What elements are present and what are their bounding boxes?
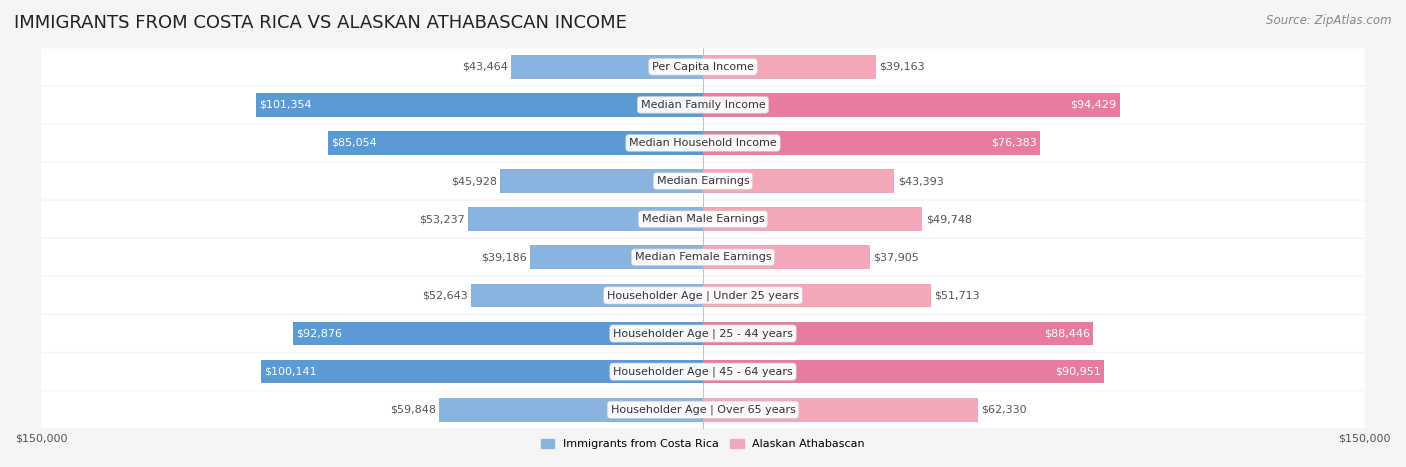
FancyBboxPatch shape	[41, 49, 1365, 85]
Bar	[703, 131, 1040, 155]
Text: Source: ZipAtlas.com: Source: ZipAtlas.com	[1267, 14, 1392, 27]
Bar	[256, 93, 703, 117]
Text: $76,383: $76,383	[991, 138, 1036, 148]
Text: Householder Age | 25 - 44 years: Householder Age | 25 - 44 years	[613, 328, 793, 339]
Text: $94,429: $94,429	[1070, 100, 1116, 110]
FancyBboxPatch shape	[41, 391, 1365, 428]
Bar	[512, 55, 703, 78]
Text: $90,951: $90,951	[1054, 367, 1101, 376]
Bar	[703, 55, 876, 78]
Bar	[530, 246, 703, 269]
Bar	[703, 283, 931, 307]
Text: $100,141: $100,141	[264, 367, 318, 376]
Bar	[703, 398, 979, 422]
Bar	[703, 207, 922, 231]
FancyBboxPatch shape	[41, 125, 1365, 161]
Bar	[294, 322, 703, 345]
Bar	[262, 360, 703, 383]
FancyBboxPatch shape	[41, 239, 1365, 276]
Bar	[703, 93, 1119, 117]
FancyBboxPatch shape	[41, 315, 1365, 352]
Bar	[468, 207, 703, 231]
Text: $52,643: $52,643	[422, 290, 467, 300]
Text: Median Earnings: Median Earnings	[657, 176, 749, 186]
Text: $37,905: $37,905	[873, 252, 920, 262]
Text: $45,928: $45,928	[451, 176, 498, 186]
Text: $85,054: $85,054	[330, 138, 377, 148]
Bar	[703, 169, 894, 193]
Text: $51,713: $51,713	[935, 290, 980, 300]
Text: Householder Age | Over 65 years: Householder Age | Over 65 years	[610, 404, 796, 415]
Text: Median Female Earnings: Median Female Earnings	[634, 252, 772, 262]
FancyBboxPatch shape	[41, 354, 1365, 390]
Text: $39,163: $39,163	[879, 62, 925, 72]
Bar	[703, 322, 1094, 345]
Text: $92,876: $92,876	[297, 328, 343, 339]
Text: $49,748: $49,748	[925, 214, 972, 224]
Bar	[471, 283, 703, 307]
Text: Per Capita Income: Per Capita Income	[652, 62, 754, 72]
Bar	[703, 360, 1104, 383]
Text: Median Household Income: Median Household Income	[628, 138, 778, 148]
Text: Householder Age | Under 25 years: Householder Age | Under 25 years	[607, 290, 799, 301]
Text: $88,446: $88,446	[1043, 328, 1090, 339]
Text: Householder Age | 45 - 64 years: Householder Age | 45 - 64 years	[613, 367, 793, 377]
Bar	[439, 398, 703, 422]
Bar	[501, 169, 703, 193]
FancyBboxPatch shape	[41, 201, 1365, 238]
Text: $39,186: $39,186	[481, 252, 527, 262]
Bar	[328, 131, 703, 155]
Text: $101,354: $101,354	[259, 100, 312, 110]
Legend: Immigrants from Costa Rica, Alaskan Athabascan: Immigrants from Costa Rica, Alaskan Atha…	[537, 435, 869, 454]
FancyBboxPatch shape	[41, 86, 1365, 123]
Text: $43,393: $43,393	[898, 176, 943, 186]
Text: Median Family Income: Median Family Income	[641, 100, 765, 110]
Bar	[703, 246, 870, 269]
FancyBboxPatch shape	[41, 277, 1365, 314]
Text: $59,848: $59,848	[389, 405, 436, 415]
FancyBboxPatch shape	[41, 163, 1365, 199]
Text: $62,330: $62,330	[981, 405, 1026, 415]
Text: Median Male Earnings: Median Male Earnings	[641, 214, 765, 224]
Text: IMMIGRANTS FROM COSTA RICA VS ALASKAN ATHABASCAN INCOME: IMMIGRANTS FROM COSTA RICA VS ALASKAN AT…	[14, 14, 627, 32]
Text: $53,237: $53,237	[419, 214, 465, 224]
Text: $43,464: $43,464	[463, 62, 508, 72]
